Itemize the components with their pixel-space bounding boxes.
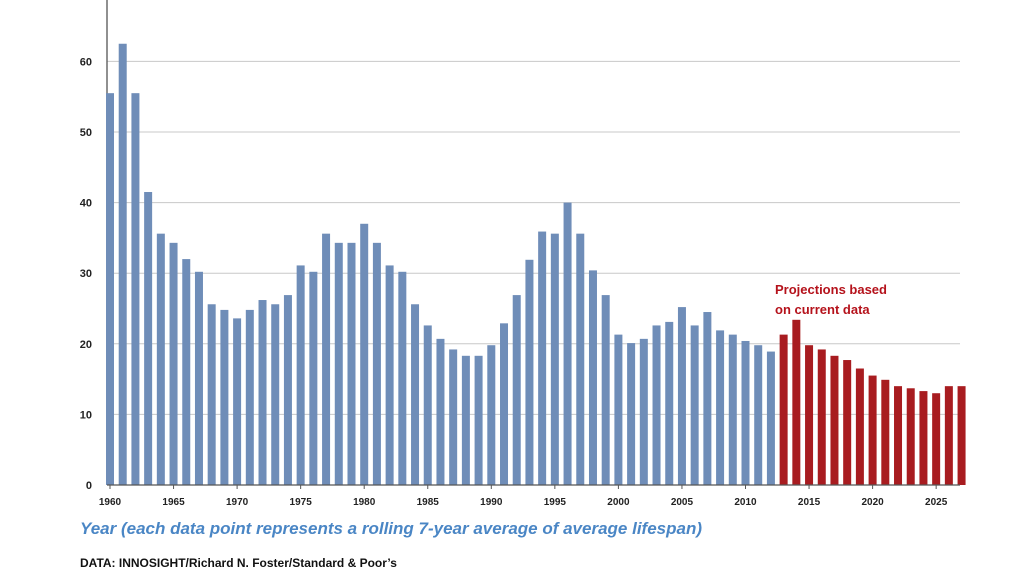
bar-1975 <box>296 265 305 485</box>
x-tick-label: 1960 <box>99 497 122 508</box>
x-tick-labels: 1960 1965 1970 1975 1980 1985 1990 1995 2000 2005… <box>99 485 948 508</box>
x-tick-label: 1980 <box>353 497 376 508</box>
y-tick-label: 10 <box>80 409 92 421</box>
x-tick-label: 1990 <box>480 497 503 508</box>
bar-1976 <box>309 271 318 485</box>
bar-2005 <box>677 307 686 485</box>
bar-1985 <box>423 325 432 485</box>
projection-bar-2014 <box>792 319 801 485</box>
bar-1972 <box>258 300 267 485</box>
bar-2012 <box>766 351 775 485</box>
projection-bar-2015 <box>805 345 814 485</box>
bar-1969 <box>220 309 229 485</box>
bar-1960 <box>106 93 114 486</box>
x-tick-label: 2005 <box>671 497 694 508</box>
y-tick-label: 30 <box>80 268 92 280</box>
bar-1986 <box>436 338 445 485</box>
bar-1968 <box>207 304 216 485</box>
bar-1977 <box>322 233 331 485</box>
bar-1998 <box>588 270 597 485</box>
bar-2011 <box>754 345 763 485</box>
bar-2009 <box>728 334 737 485</box>
bar-2004 <box>665 321 674 485</box>
bar-1970 <box>233 318 242 485</box>
y-tick-label: 40 <box>80 198 92 210</box>
bar-2007 <box>703 312 712 485</box>
bar-1973 <box>271 304 280 485</box>
bar-1989 <box>474 355 483 485</box>
bar-2002 <box>639 338 648 485</box>
bar-1993 <box>525 259 534 485</box>
x-tick-label: 2010 <box>734 497 757 508</box>
projection-bar-2021 <box>881 379 890 485</box>
bar-2003 <box>652 325 661 485</box>
bar-1965 <box>169 242 178 485</box>
bar-1964 <box>156 233 165 485</box>
projection-bar-2022 <box>894 386 903 485</box>
projection-bar-2019 <box>855 368 864 485</box>
bar-1974 <box>283 295 292 485</box>
bar-1963 <box>144 192 153 485</box>
x-tick-label: 2020 <box>861 497 884 508</box>
bar-1997 <box>576 233 585 485</box>
projection-annotation-line-1: Projections based <box>775 282 887 297</box>
bar-1962 <box>131 93 140 486</box>
bar-1984 <box>411 304 420 485</box>
y-tick-label: 20 <box>80 339 92 351</box>
bar-2000 <box>614 334 623 485</box>
bar-1983 <box>398 271 407 485</box>
projection-bar-2026 <box>944 386 953 485</box>
bar-1979 <box>347 242 356 485</box>
projection-bar-2025 <box>932 393 941 485</box>
bars <box>106 43 966 486</box>
bar-1992 <box>512 295 521 485</box>
bar-1981 <box>372 242 381 485</box>
bar-1961 <box>118 43 127 485</box>
projection-bar-2018 <box>843 360 852 485</box>
bar-1971 <box>245 309 254 485</box>
x-tick-label: 1970 <box>226 497 249 508</box>
bar-2006 <box>690 325 699 485</box>
bar-1999 <box>601 295 610 485</box>
bar-1995 <box>550 233 559 485</box>
bar-1987 <box>449 349 458 485</box>
x-tick-label: 2000 <box>607 497 630 508</box>
x-tick-label: 1965 <box>162 497 185 508</box>
bar-1980 <box>360 223 369 485</box>
x-tick-label: 2025 <box>925 497 948 508</box>
bar-1978 <box>334 242 343 485</box>
x-tick-label: 2015 <box>798 497 821 508</box>
projection-annotation-line-2: on current data <box>775 302 870 317</box>
projection-bar-2020 <box>868 375 877 485</box>
x-tick-label: 1985 <box>417 497 440 508</box>
x-axis-label: Year (each data point represents a rolli… <box>80 519 702 538</box>
y-tick-label: 60 <box>80 56 92 68</box>
bar-1967 <box>194 271 203 485</box>
bar-2001 <box>627 343 636 485</box>
x-tick-label: 1975 <box>290 497 313 508</box>
bar-1996 <box>563 202 572 485</box>
bar-1994 <box>538 231 547 485</box>
projection-bar-2017 <box>830 355 839 485</box>
projection-bar-2024 <box>919 391 928 485</box>
bar-1990 <box>487 345 496 485</box>
y-tick-labels: 0 10 20 30 40 50 60 <box>80 56 92 492</box>
bar-2010 <box>741 340 750 485</box>
projection-bar-2023 <box>906 388 915 485</box>
y-tick-label: 0 <box>86 480 92 492</box>
projection-bar-2013 <box>779 334 788 485</box>
bar-1988 <box>461 355 470 485</box>
projection-bar-2027 <box>957 386 966 485</box>
bar-1991 <box>500 323 509 485</box>
projection-bar-2016 <box>817 349 826 485</box>
bar-1982 <box>385 265 394 485</box>
x-tick-label: 1995 <box>544 497 567 508</box>
bar-1966 <box>182 259 191 485</box>
data-source: DATA: INNOSIGHT/Richard N. Foster/Standa… <box>80 556 397 570</box>
bar-2008 <box>716 330 725 485</box>
y-tick-label: 50 <box>80 127 92 139</box>
